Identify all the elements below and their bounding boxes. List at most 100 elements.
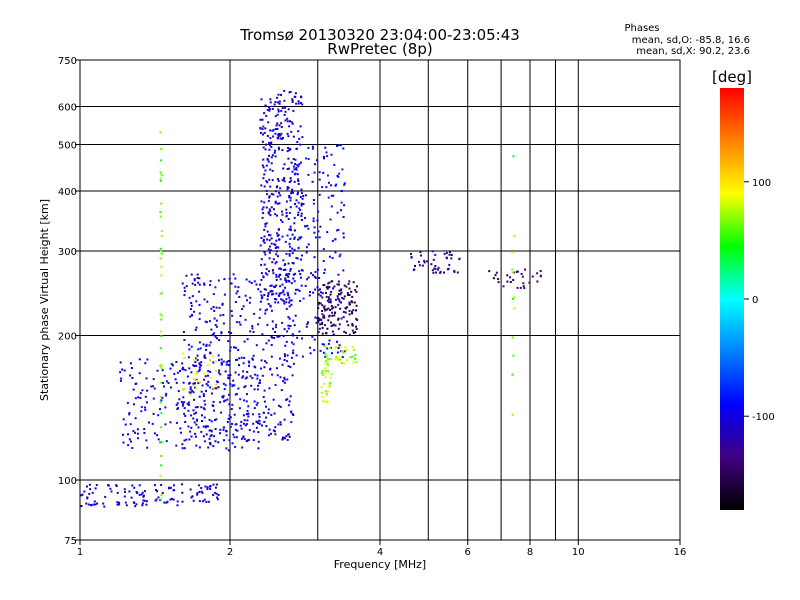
data-point bbox=[321, 326, 324, 329]
data-point bbox=[288, 305, 291, 308]
data-point bbox=[520, 272, 523, 275]
data-point bbox=[338, 289, 341, 292]
data-point bbox=[195, 373, 198, 375]
data-point bbox=[337, 347, 340, 350]
data-point bbox=[313, 256, 316, 259]
data-point bbox=[134, 431, 136, 434]
data-point bbox=[295, 168, 298, 171]
data-point bbox=[274, 115, 277, 118]
data-point bbox=[241, 446, 244, 449]
data-point bbox=[294, 292, 297, 295]
data-point bbox=[513, 307, 516, 310]
data-point bbox=[222, 322, 225, 325]
data-point bbox=[446, 268, 449, 271]
data-point bbox=[321, 332, 324, 335]
data-point bbox=[295, 102, 298, 105]
data-point bbox=[513, 296, 516, 299]
data-point bbox=[203, 356, 206, 358]
data-point bbox=[297, 178, 300, 181]
data-point bbox=[219, 314, 222, 317]
data-point bbox=[263, 294, 266, 296]
data-point bbox=[265, 268, 268, 271]
data-point bbox=[160, 229, 163, 232]
data-point bbox=[307, 321, 309, 324]
data-point bbox=[280, 298, 283, 301]
data-point bbox=[228, 331, 230, 334]
data-point bbox=[284, 286, 286, 289]
data-point bbox=[277, 228, 280, 231]
data-point bbox=[268, 144, 271, 147]
data-point bbox=[263, 131, 266, 134]
data-point bbox=[448, 263, 451, 266]
data-point bbox=[209, 341, 212, 344]
data-point bbox=[257, 422, 259, 425]
data-point bbox=[276, 214, 278, 217]
data-point bbox=[299, 196, 302, 199]
data-point bbox=[244, 294, 247, 297]
data-point bbox=[294, 272, 297, 275]
data-point bbox=[414, 265, 416, 267]
data-point bbox=[337, 327, 340, 330]
data-point bbox=[286, 291, 289, 294]
data-point bbox=[145, 500, 148, 503]
data-point bbox=[94, 503, 97, 506]
data-point bbox=[330, 153, 333, 156]
data-point bbox=[282, 436, 284, 439]
data-point bbox=[309, 352, 312, 355]
data-point bbox=[315, 321, 318, 324]
data-point bbox=[186, 375, 189, 378]
data-point bbox=[190, 273, 193, 276]
data-point bbox=[323, 382, 325, 385]
data-point bbox=[261, 128, 264, 131]
data-point bbox=[231, 403, 234, 406]
data-point bbox=[135, 382, 138, 385]
data-point bbox=[268, 106, 270, 109]
data-point bbox=[127, 433, 129, 436]
data-point bbox=[138, 484, 141, 487]
data-point bbox=[311, 147, 314, 150]
data-point bbox=[227, 374, 230, 377]
data-point bbox=[317, 303, 320, 306]
data-point bbox=[192, 358, 195, 361]
data-point bbox=[195, 423, 198, 426]
data-point bbox=[219, 428, 222, 431]
data-point bbox=[269, 284, 272, 287]
data-point bbox=[516, 270, 519, 273]
data-point bbox=[216, 496, 219, 499]
data-point bbox=[230, 408, 233, 411]
data-point bbox=[89, 488, 92, 491]
data-point bbox=[211, 392, 213, 395]
data-point bbox=[244, 318, 247, 321]
data-point bbox=[182, 381, 185, 384]
data-point bbox=[272, 272, 275, 275]
data-point bbox=[342, 351, 345, 354]
data-point bbox=[225, 430, 228, 433]
data-point bbox=[290, 356, 293, 359]
data-point bbox=[285, 298, 288, 301]
x-axis-ticks: 1 2 4 6 8 10 16 bbox=[77, 540, 686, 558]
data-point bbox=[183, 339, 186, 341]
data-point bbox=[329, 381, 331, 384]
data-point bbox=[323, 272, 326, 274]
data-point bbox=[262, 146, 265, 149]
legend-line-x: mean, sd,X: 90.2, 23.6 bbox=[636, 46, 750, 57]
data-point bbox=[270, 284, 273, 287]
data-point bbox=[220, 411, 223, 414]
data-point bbox=[327, 196, 330, 199]
data-point bbox=[307, 227, 310, 230]
data-point bbox=[300, 96, 303, 99]
data-point bbox=[198, 290, 201, 293]
data-point bbox=[237, 286, 240, 289]
data-point bbox=[296, 173, 299, 176]
data-point bbox=[295, 257, 298, 259]
data-point bbox=[276, 178, 279, 180]
data-point bbox=[154, 499, 157, 502]
data-point bbox=[146, 446, 149, 449]
data-point bbox=[163, 374, 166, 377]
data-point bbox=[249, 296, 252, 299]
data-point bbox=[348, 287, 351, 290]
data-point bbox=[85, 502, 88, 505]
data-point bbox=[326, 390, 329, 393]
data-point bbox=[208, 429, 211, 432]
data-point bbox=[192, 499, 195, 502]
